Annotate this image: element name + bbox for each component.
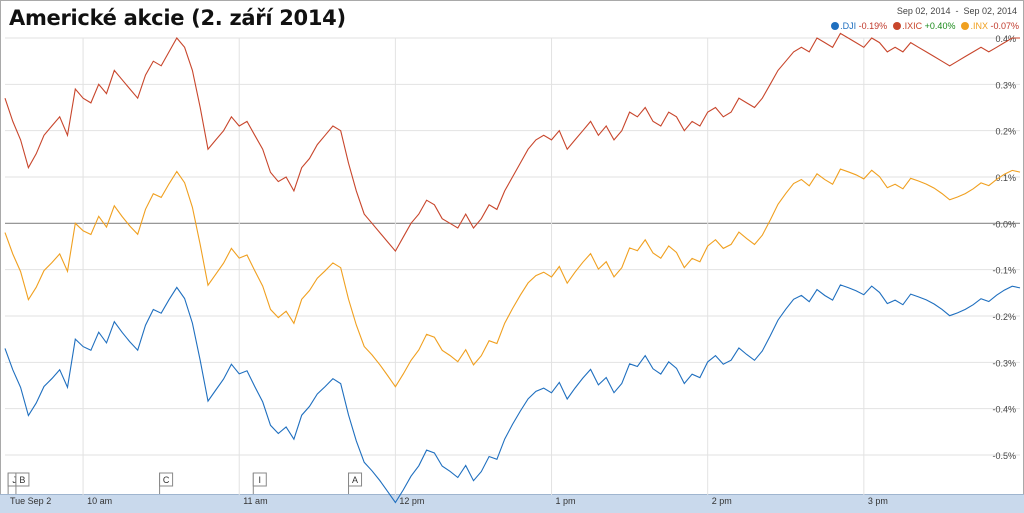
event-flag [348,472,363,487]
event-flag-label: A [352,475,358,485]
legend-dot-icon [961,22,970,30]
y-tick-label: 0.1% [995,173,1016,183]
y-tick-label: -0.4% [992,405,1016,415]
x-axis-bar [0,494,1024,513]
date-range: Sep 02, 2014 - Sep 02, 2014 [896,6,1017,16]
y-tick-label: -0.1% [992,266,1016,276]
event-flag [15,472,30,487]
chart-title: Americké akcie (2. září 2014) [9,6,346,30]
series-line-dji [4,284,1021,504]
event-flag-label: B [19,475,25,485]
event-flag [159,472,174,487]
legend-dot-icon [893,22,902,30]
event-flag [252,472,267,487]
legend-series-name: .DJI [840,21,857,31]
legend-series-change: -0.07% [987,21,1019,31]
y-tick-label: 0.4% [995,34,1016,44]
series-line-inx [4,168,1021,388]
x-tick-label: 11 am [243,496,267,506]
x-tick-label: 12 pm [399,496,424,506]
x-tick-label: 2 pm [712,496,732,506]
legend-item: .DJI -0.19% [831,21,887,31]
x-tick-label: 3 pm [868,496,888,506]
x-tick-label: 10 am [87,496,112,506]
legend-series-name: .INX [970,21,988,31]
legend-series-change: +0.40% [922,21,956,31]
y-tick-label: -0.3% [992,358,1016,368]
y-tick-label: -0.5% [992,451,1016,461]
legend-item: .IXIC +0.40% [893,21,955,31]
event-flag-label: C [163,475,170,485]
legend-item: .INX -0.07% [961,21,1019,31]
series-line-ixic [4,32,1020,253]
y-tick-label: 0.3% [995,80,1016,90]
legend-dot-icon [831,22,840,30]
x-tick-label: Tue Sep 2 [10,496,51,506]
legend-series-name: .IXIC [902,21,923,31]
legend-series-change: -0.19% [856,21,888,31]
y-tick-label: 0.2% [995,127,1016,137]
x-tick-label: 1 pm [556,496,576,506]
y-tick-label: -0.2% [992,312,1016,322]
event-flag-label: J [12,475,17,485]
y-tick-label: -0.0% [992,219,1016,229]
event-flag-label: I [259,475,262,485]
legend: .DJI -0.19% .IXIC +0.40% .INX -0.07% [825,21,1019,31]
